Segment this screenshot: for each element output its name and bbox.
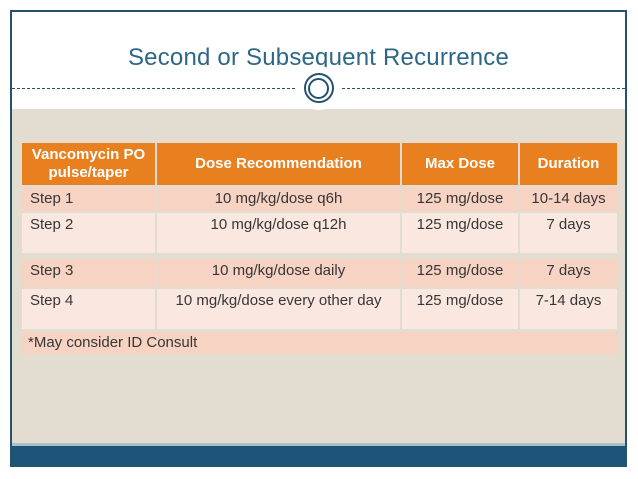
dose-recommendation: 10 mg/kg/dose q12h <box>157 213 400 253</box>
max-dose: 125 mg/dose <box>402 289 518 329</box>
dose-recommendation: 10 mg/kg/dose daily <box>157 259 400 287</box>
step-label: Step 2 <box>22 213 155 253</box>
duration: 7-14 days <box>520 289 617 329</box>
duration: 7 days <box>520 213 617 253</box>
header-cell-duration: Duration <box>520 143 617 185</box>
step-label: Step 3 <box>22 259 155 287</box>
slide-body: Vancomycin PO pulse/taper Dose Recommend… <box>12 109 625 443</box>
dose-recommendation: 10 mg/kg/dose every other day <box>157 289 400 329</box>
slide-frame: Second or Subsequent Recurrence Vancomyc… <box>10 10 627 467</box>
bottom-bar <box>12 446 625 465</box>
max-dose: 125 mg/dose <box>402 213 518 253</box>
step-label: Step 4 <box>22 289 155 329</box>
circle-ornament <box>296 66 341 110</box>
dose-recommendation: 10 mg/kg/dose q6h <box>157 187 400 211</box>
circle-ornament-outer-ring <box>303 73 334 103</box>
duration: 7 days <box>520 259 617 287</box>
table-footnote-row: *May consider ID Consult <box>22 332 617 354</box>
table-row-step-4: Step 4 10 mg/kg/dose every other day 125… <box>22 289 617 329</box>
header-cell-max-dose: Max Dose <box>402 143 518 185</box>
max-dose: 125 mg/dose <box>402 259 518 287</box>
table-row-step-3: Step 3 10 mg/kg/dose daily 125 mg/dose 7… <box>22 259 617 287</box>
duration: 10-14 days <box>520 187 617 211</box>
header-cell-vancomycin: Vancomycin PO pulse/taper <box>22 143 155 185</box>
step-label: Step 1 <box>22 187 155 211</box>
header-cell-dose-recommendation: Dose Recommendation <box>157 143 400 185</box>
table-row-step-2: Step 2 10 mg/kg/dose q12h 125 mg/dose 7 … <box>22 213 617 253</box>
bottom-accent-line <box>12 443 625 446</box>
table-header-row: Vancomycin PO pulse/taper Dose Recommend… <box>22 143 617 185</box>
max-dose: 125 mg/dose <box>402 187 518 211</box>
table-row-step-1: Step 1 10 mg/kg/dose q6h 125 mg/dose 10-… <box>22 187 617 211</box>
circle-ornament-inner-ring <box>308 77 329 99</box>
footnote-text: *May consider ID Consult <box>22 332 617 354</box>
dose-table: Vancomycin PO pulse/taper Dose Recommend… <box>22 143 617 354</box>
